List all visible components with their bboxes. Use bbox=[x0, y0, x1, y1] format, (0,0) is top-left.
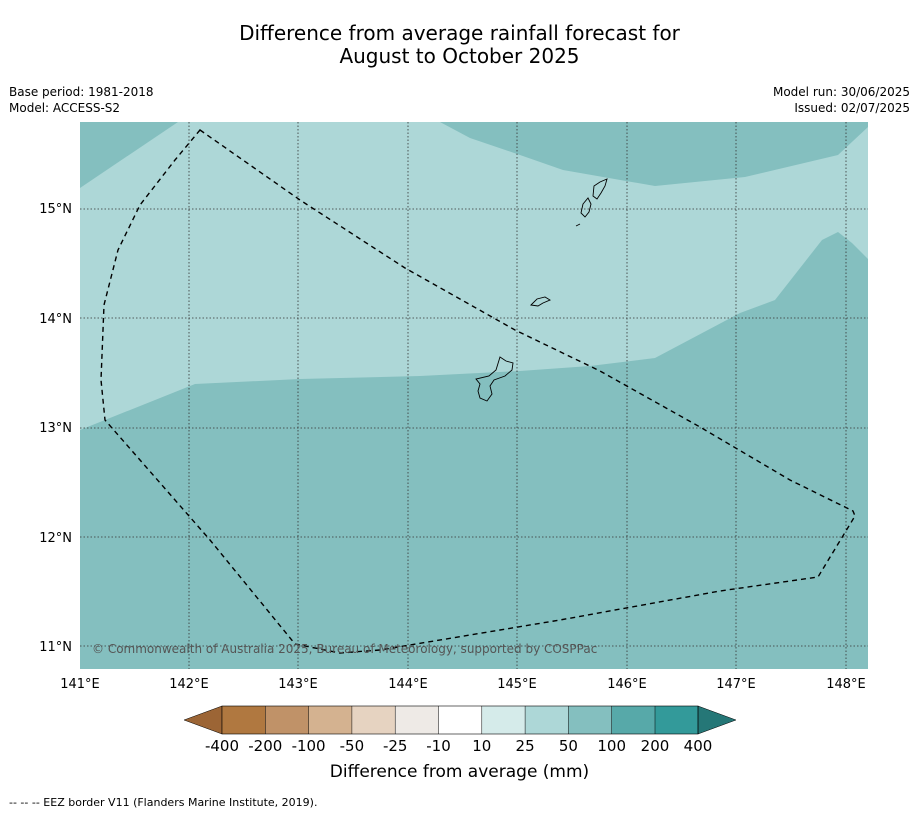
lon-label: 144°E bbox=[388, 677, 428, 692]
colorbar-segment bbox=[222, 706, 266, 734]
colorbar-segment bbox=[438, 706, 482, 734]
gridlines bbox=[80, 122, 868, 669]
lon-label: 143°E bbox=[278, 677, 318, 692]
colorbar-segment bbox=[308, 706, 352, 734]
colorbar-label: 50 bbox=[559, 737, 578, 755]
rainfall-class-50-100-northwest bbox=[80, 122, 178, 188]
lon-label: 146°E bbox=[607, 677, 647, 692]
lon-label: 141°E bbox=[60, 677, 100, 692]
lon-label: 145°E bbox=[497, 677, 537, 692]
colorbar-segment bbox=[525, 706, 569, 734]
lat-label: 14°N bbox=[39, 312, 72, 327]
title-line-1: Difference from average rainfall forecas… bbox=[239, 21, 680, 45]
colorbar-segment bbox=[611, 706, 655, 734]
colorbar-extend-low bbox=[183, 705, 223, 735]
colorbar-label: 10 bbox=[472, 737, 491, 755]
colorbar-label: -100 bbox=[292, 737, 326, 755]
run-info: Model run: 30/06/2025 Issued: 02/07/2025 bbox=[773, 84, 910, 116]
chart-title: Difference from average rainfall forecas… bbox=[0, 22, 919, 68]
issued-date: Issued: 02/07/2025 bbox=[794, 101, 910, 115]
colorbar-label: 100 bbox=[597, 737, 626, 755]
colorbar-segment bbox=[568, 706, 612, 734]
colorbar-segment bbox=[655, 706, 698, 734]
rainfall-class-50-100-north bbox=[440, 122, 868, 186]
colorbar-label: -10 bbox=[426, 737, 451, 755]
colorbar-title: Difference from average (mm) bbox=[329, 762, 590, 782]
lat-label: 13°N bbox=[39, 421, 72, 436]
colorbar-label: 25 bbox=[516, 737, 535, 755]
colorbar-outline bbox=[221, 705, 699, 735]
base-period: Base period: 1981-2018 bbox=[9, 85, 154, 99]
islands bbox=[475, 178, 608, 402]
copyright-notice: © Commonwealth of Australia 2025, Bureau… bbox=[92, 642, 597, 656]
colorbar-labels: -400 -200 -100 -50 -25 -10 10 25 50 100 … bbox=[205, 737, 712, 755]
tinian-island bbox=[580, 197, 592, 218]
eez-footnote: -- -- -- EEZ border V11 (Flanders Marine… bbox=[9, 796, 318, 809]
rota-island bbox=[530, 296, 551, 307]
colorbar-segment bbox=[265, 706, 309, 734]
rainfall-class-50-100-south bbox=[80, 232, 868, 669]
colorbar-label: -25 bbox=[383, 737, 408, 755]
map-panel: © Commonwealth of Australia 2025, Bureau… bbox=[80, 122, 868, 669]
colorbar-segment bbox=[395, 706, 439, 734]
colorbar-label: 400 bbox=[684, 737, 713, 755]
colorbar-extend-high bbox=[697, 705, 737, 735]
title-line-2: August to October 2025 bbox=[339, 44, 580, 68]
lat-label: 15°N bbox=[39, 202, 72, 217]
model-run: Model run: 30/06/2025 bbox=[772, 85, 910, 99]
colorbar-label: -50 bbox=[340, 737, 365, 755]
colorbar: -400 -200 -100 -50 -25 -10 10 25 50 100 … bbox=[183, 705, 737, 755]
saipan-island bbox=[592, 178, 608, 200]
lat-label: 12°N bbox=[39, 531, 72, 546]
longitude-labels: 141°E 142°E 143°E 144°E 145°E 146°E 147°… bbox=[60, 677, 866, 692]
lon-label: 147°E bbox=[716, 677, 756, 692]
eez-border bbox=[100, 129, 856, 654]
model-name: Model: ACCESS-S2 bbox=[9, 101, 121, 115]
model-info: Base period: 1981-2018 Model: ACCESS-S2 bbox=[9, 84, 154, 116]
aguijan-islet bbox=[575, 223, 581, 227]
lat-label: 11°N bbox=[39, 640, 72, 655]
colorbar-segment bbox=[481, 706, 526, 734]
lon-label: 148°E bbox=[826, 677, 866, 692]
colorbar-label: -200 bbox=[248, 737, 282, 755]
lon-label: 142°E bbox=[169, 677, 209, 692]
colorbar-dividers bbox=[265, 706, 656, 734]
latitude-labels: 15°N 14°N 13°N 12°N 11°N bbox=[39, 202, 72, 655]
guam-island bbox=[475, 356, 514, 402]
colorbar-label: -400 bbox=[205, 737, 239, 755]
colorbar-segment bbox=[351, 706, 396, 734]
colorbar-label: 200 bbox=[641, 737, 670, 755]
